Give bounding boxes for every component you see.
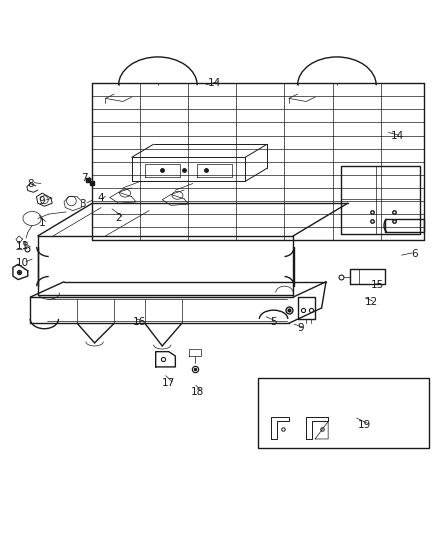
- Bar: [258, 378, 428, 448]
- Text: 9: 9: [39, 196, 46, 206]
- Text: 3: 3: [79, 199, 86, 209]
- Text: 1: 1: [39, 218, 46, 228]
- Text: 18: 18: [191, 387, 204, 397]
- Text: 14: 14: [391, 132, 404, 141]
- Text: 7: 7: [81, 173, 88, 183]
- Text: 5: 5: [270, 317, 276, 327]
- Text: 10: 10: [16, 258, 29, 268]
- Text: 14: 14: [208, 78, 221, 88]
- Text: 4: 4: [98, 192, 104, 203]
- Text: 2: 2: [115, 213, 122, 223]
- Text: 15: 15: [371, 280, 384, 290]
- Text: 11: 11: [16, 240, 29, 251]
- Text: 8: 8: [27, 179, 34, 189]
- Text: 19: 19: [357, 419, 371, 430]
- Text: 6: 6: [411, 249, 418, 259]
- Text: 17: 17: [162, 378, 175, 388]
- Text: 9: 9: [298, 324, 304, 334]
- Text: 12: 12: [364, 297, 378, 308]
- Text: 16: 16: [133, 317, 146, 327]
